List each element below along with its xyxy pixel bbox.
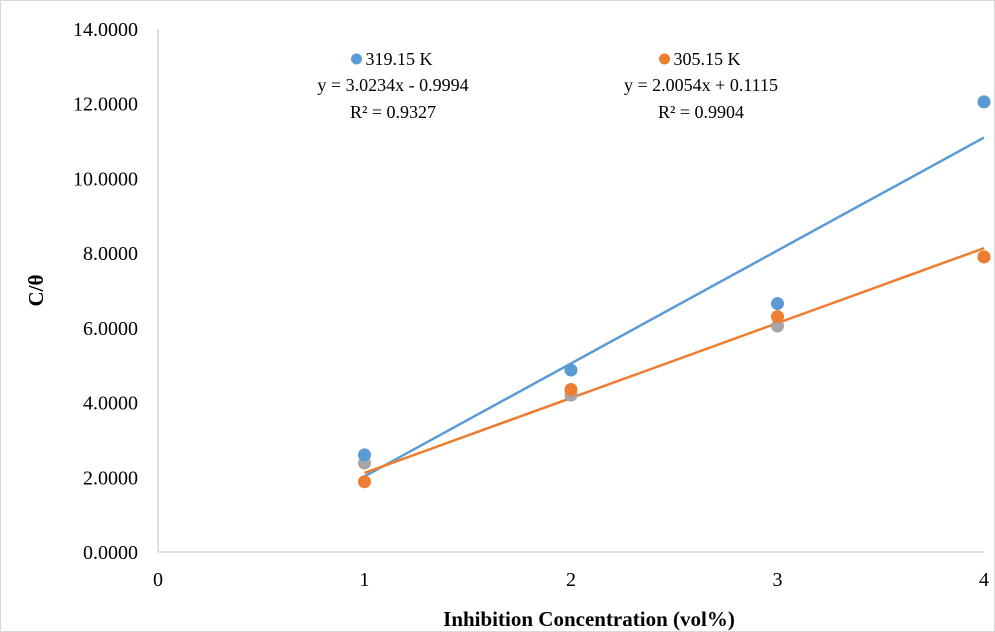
y-tick-label: 12.0000	[73, 94, 138, 116]
data-point-series-1	[977, 250, 991, 264]
data-point-series-1	[771, 310, 784, 324]
data-points	[358, 95, 991, 489]
y-axis-title: C/θ	[24, 274, 48, 306]
legend-label-series-1: 305.15 K	[674, 49, 741, 69]
x-axis-title: Inhibition Concentration (vol%)	[443, 607, 735, 631]
axes: 0.0000 2.0000 4.0000 6.0000 8.0000 10.0000 12.…	[73, 19, 989, 591]
data-point-series-0	[977, 95, 991, 109]
x-tick-label: 1	[360, 569, 370, 591]
trendline-series-1	[364, 246, 985, 475]
data-point-series-0	[564, 363, 578, 377]
y-tick-label: 0.0000	[83, 542, 138, 564]
data-point-series-1	[564, 382, 578, 396]
trendlines	[363, 136, 985, 478]
annotations: 319.15 K y = 3.0234x - 0.9994 R² = 0.9327 3…	[317, 49, 778, 122]
y-tick-label: 8.0000	[83, 243, 138, 265]
y-tick-label: 4.0000	[83, 393, 138, 415]
y-tick-label: 2.0000	[83, 467, 138, 489]
trendline-series-0	[363, 136, 985, 478]
data-point-series-0	[358, 448, 371, 462]
x-tick-label: 3	[773, 569, 783, 591]
trendline-equation-series-0: y = 3.0234x - 0.9994	[317, 75, 468, 95]
trendline-equation-series-1: y = 2.0054x + 0.1115	[624, 75, 778, 95]
x-tick-label: 2	[566, 569, 576, 591]
r-squared-series-1: R² = 0.9904	[658, 102, 744, 122]
legend-marker-series-0	[351, 53, 362, 65]
y-tick-label: 14.0000	[73, 19, 138, 41]
data-point-series-0	[771, 297, 784, 311]
data-point-series-2	[771, 319, 784, 333]
legend-marker-series-1	[659, 53, 670, 65]
x-tick-label: 0	[153, 569, 163, 591]
data-point-series-1	[358, 475, 371, 489]
legend-label-series-0: 319.15 K	[366, 49, 433, 69]
y-tick-label: 6.0000	[83, 318, 138, 340]
y-tick-label: 10.0000	[73, 168, 138, 190]
r-squared-series-0: R² = 0.9327	[350, 102, 436, 122]
x-tick-label: 4	[979, 569, 989, 591]
